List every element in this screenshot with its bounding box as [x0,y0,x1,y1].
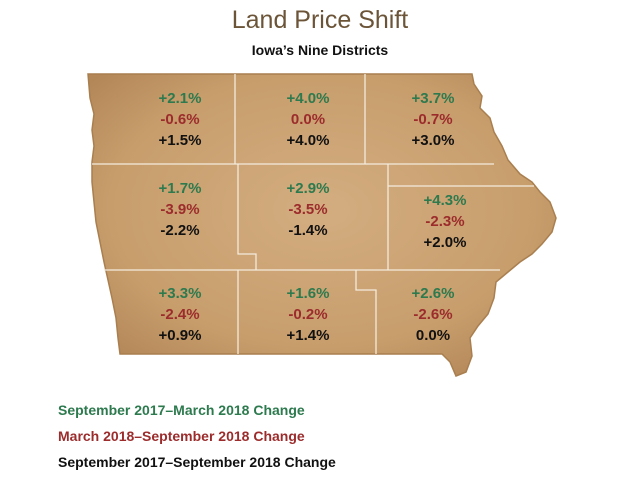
district-values: +2.1%-0.6%+1.5%+4.0%0.0%+4.0%+3.7%-0.7%+… [159,90,467,344]
legend-series-3: September 2017–September 2018 Change [58,454,336,470]
legend-series-1: September 2017–March 2018 Change [58,402,305,418]
district-value-2: -2.4% [160,306,199,323]
district-2-3: +4.3% -2.3% +2.0% [424,192,467,251]
district-value-3: 0.0% [416,327,450,344]
iowa-state-outline [87,73,557,377]
district-borders [92,74,534,354]
district-value-1: +1.6% [287,285,330,302]
district-1-3: +3.7% -0.7% +3.0% [412,90,455,149]
district-2-1: +1.7% -3.9% -2.2% [159,180,202,239]
district-1-1: +2.1% -0.6% +1.5% [159,90,202,149]
legend-series-2: March 2018–September 2018 Change [58,428,305,444]
district-value-2: -3.5% [288,201,327,218]
page-subtitle: Iowa’s Nine Districts [251,42,389,58]
district-value-2: -0.6% [160,111,199,128]
district-3-2: +1.6% -0.2% +1.4% [287,285,330,344]
district-value-1: +1.7% [159,180,202,197]
district-value-3: +0.9% [159,327,202,344]
page-title: Land Price Shift [231,6,409,34]
district-value-1: +2.6% [412,285,455,302]
district-value-1: +4.3% [424,192,467,209]
district-value-1: +3.3% [159,285,202,302]
district-value-3: +4.0% [287,132,330,149]
district-value-3: +2.0% [424,234,467,251]
district-value-2: -3.9% [160,201,199,218]
district-value-3: +1.4% [287,327,330,344]
district-value-2: 0.0% [291,111,325,128]
district-value-1: +4.0% [287,90,330,107]
district-value-1: +3.7% [412,90,455,107]
district-value-1: +2.9% [287,180,330,197]
district-value-3: +1.5% [159,132,202,149]
district-value-2: -2.6% [413,306,452,323]
district-value-3: -1.4% [288,222,327,239]
district-value-3: -2.2% [160,222,199,239]
district-value-1: +2.1% [159,90,202,107]
district-2-2: +2.9% -3.5% -1.4% [287,180,330,239]
district-value-2: -0.2% [288,306,327,323]
district-1-2: +4.0% 0.0% +4.0% [287,90,330,149]
district-value-2: -2.3% [425,213,464,230]
district-value-2: -0.7% [413,111,452,128]
district-value-3: +3.0% [412,132,455,149]
district-3-3: +2.6% -2.6% 0.0% [412,285,455,344]
district-3-1: +3.3% -2.4% +0.9% [159,285,202,344]
